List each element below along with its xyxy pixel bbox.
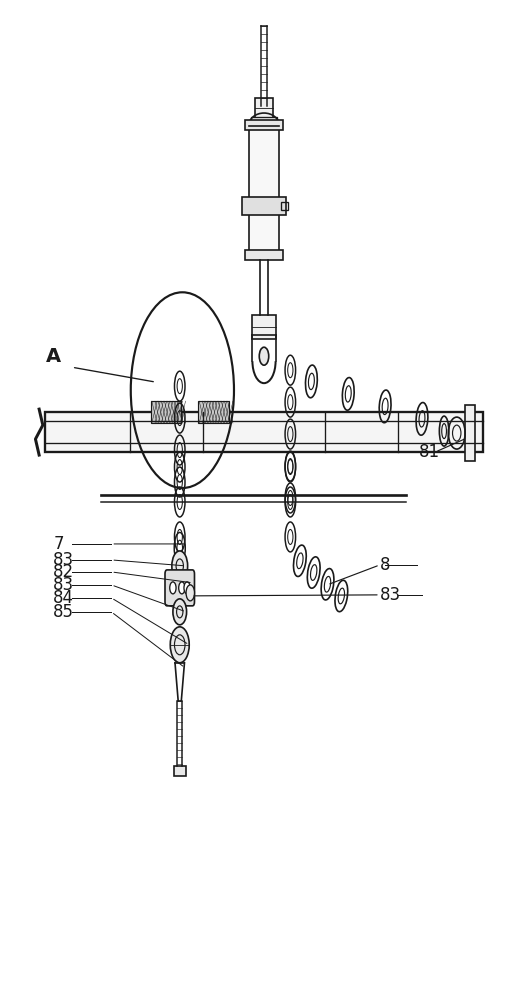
Text: 81: 81	[419, 443, 440, 461]
Circle shape	[186, 585, 194, 601]
Text: 83: 83	[53, 576, 74, 594]
Circle shape	[178, 582, 185, 594]
Circle shape	[169, 582, 176, 594]
Circle shape	[170, 627, 189, 663]
Text: 8: 8	[380, 556, 390, 574]
Bar	[252, 315, 276, 339]
Bar	[174, 766, 185, 776]
Text: 83: 83	[53, 551, 74, 569]
Bar	[151, 401, 181, 423]
Circle shape	[173, 599, 186, 625]
Text: 84: 84	[53, 589, 74, 607]
Circle shape	[259, 347, 269, 365]
Bar	[244, 250, 284, 260]
FancyBboxPatch shape	[165, 570, 194, 606]
Bar	[281, 202, 288, 210]
Bar	[249, 126, 279, 255]
Text: 7: 7	[53, 535, 64, 553]
Circle shape	[184, 582, 190, 594]
Bar	[244, 120, 284, 130]
Text: 83: 83	[380, 586, 401, 604]
Bar	[242, 197, 286, 215]
Bar	[45, 412, 483, 452]
Text: 85: 85	[53, 603, 74, 621]
Bar	[251, 117, 277, 124]
Text: A: A	[46, 347, 61, 366]
Bar	[465, 405, 475, 461]
Bar	[198, 401, 229, 423]
Circle shape	[172, 551, 187, 581]
Bar	[254, 98, 274, 118]
Text: 82: 82	[53, 563, 74, 581]
